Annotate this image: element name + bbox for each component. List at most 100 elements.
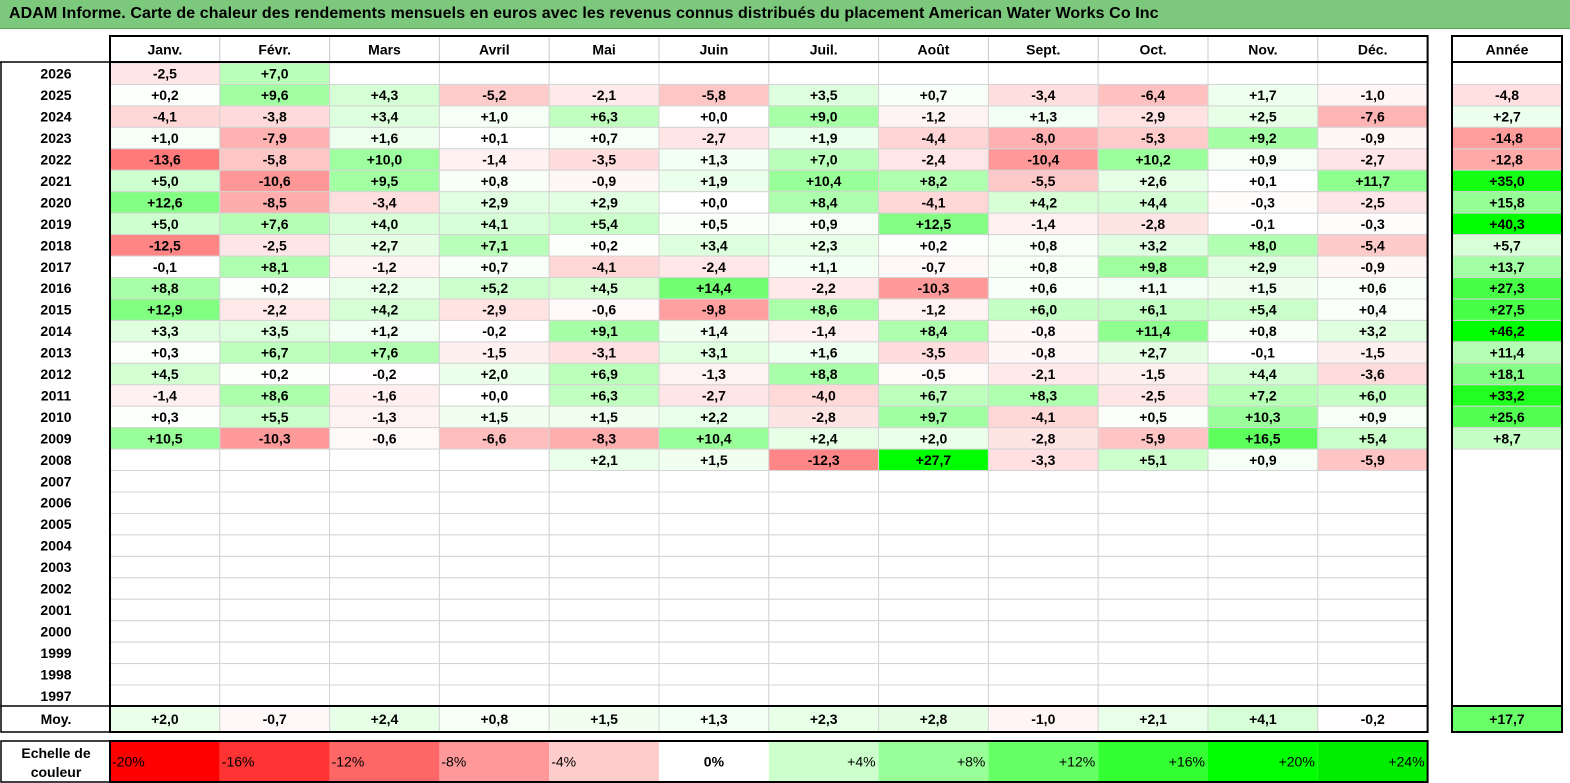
year-total-value: -4,8	[1495, 87, 1519, 103]
heatmap-cell	[1317, 555, 1429, 579]
scale-swatch	[1317, 741, 1428, 782]
average-value: +2,4	[371, 711, 399, 727]
year-label: 2022	[40, 152, 71, 168]
heatmap-cell	[109, 684, 221, 707]
heatmap-cell	[438, 534, 550, 557]
cell-value: +3,4	[371, 109, 399, 125]
cell-value: -0,1	[153, 259, 177, 275]
heatmap-cell	[658, 684, 770, 707]
cell-value: -10,3	[918, 280, 950, 296]
cell-value: -1,3	[372, 409, 396, 425]
heatmap-cell	[1097, 684, 1209, 707]
average-label-box	[0, 705, 111, 733]
heatmap-cell	[438, 620, 550, 643]
heatmap-cell	[438, 598, 550, 622]
heatmap-cell	[109, 641, 221, 665]
cell-value: +5,4	[1359, 430, 1387, 446]
heatmap-cell	[329, 663, 440, 686]
heatmap-cell	[878, 641, 989, 665]
heatmap-cell	[658, 577, 770, 600]
cell-value: -2,1	[592, 87, 616, 103]
scale-stop-label: -4%	[551, 754, 576, 770]
cell-value: -10,3	[259, 430, 291, 446]
average-cell	[768, 705, 880, 733]
year-total-value: +25,6	[1489, 409, 1525, 425]
heatmap-cell	[1207, 555, 1319, 579]
cell-value: +3,5	[810, 87, 838, 103]
cell-value: -3,3	[1031, 452, 1055, 468]
heatmap-cell	[1317, 598, 1429, 622]
scale-stop-label: 0%	[704, 754, 725, 770]
cell-value: -4,0	[812, 387, 836, 403]
cell-value: +5,2	[480, 280, 508, 296]
heatmap-cell	[329, 470, 440, 493]
cell-value: +1,0	[480, 109, 508, 125]
heatmap-cell	[1097, 62, 1209, 85]
cell-value: +0,2	[590, 237, 618, 253]
scale-stop-label: +4%	[847, 754, 875, 770]
year-label: 2011	[41, 387, 72, 403]
heatmap-cell	[658, 534, 770, 557]
cell-value: -1,2	[372, 259, 396, 275]
cell-value: +7,0	[261, 66, 289, 82]
cell-value: +27,7	[916, 452, 952, 468]
heatmap-cell	[1097, 534, 1209, 557]
cell-value: -2,8	[1031, 430, 1055, 446]
cell-value: +7,6	[371, 345, 399, 361]
cell-value: +6,9	[590, 366, 618, 382]
cell-value: -2,5	[1361, 194, 1385, 210]
average-value: +0,8	[480, 711, 508, 727]
year-total-value: -14,8	[1491, 130, 1523, 146]
heatmap-cell	[548, 577, 660, 600]
cell-value: +5,5	[261, 409, 289, 425]
heatmap-cell	[1207, 512, 1319, 536]
heatmap-cell	[109, 663, 221, 686]
cell-value: +1,6	[810, 345, 838, 361]
heatmap-cell	[1207, 663, 1319, 686]
cell-value: +1,3	[1029, 109, 1057, 125]
heatmap-cell	[1207, 684, 1319, 707]
cell-value: +6,0	[1359, 387, 1387, 403]
year-label: 2003	[40, 559, 71, 575]
year-label: 2012	[40, 366, 71, 382]
cell-value: +12,5	[916, 216, 952, 232]
heatmap-cell	[548, 641, 660, 665]
year-label: 2005	[40, 516, 71, 532]
heatmap-cell	[219, 555, 331, 579]
cell-value: +5,0	[151, 216, 179, 232]
cell-value: +10,4	[696, 430, 732, 446]
cell-value: +4,5	[590, 280, 618, 296]
month-header: Janv.	[148, 42, 183, 58]
heatmap-cell	[109, 470, 221, 493]
average-value: -1,0	[1031, 711, 1055, 727]
cell-value: -5,5	[1031, 173, 1055, 189]
cell-value: +7,1	[480, 237, 508, 253]
cell-value: +7,0	[810, 152, 838, 168]
cell-value: -0,5	[921, 366, 945, 382]
cell-value: +0,9	[1359, 409, 1387, 425]
heatmap-cell	[329, 491, 440, 514]
heatmap-cell	[109, 491, 221, 514]
cell-value: -3,5	[592, 152, 616, 168]
heatmap-cell	[878, 470, 989, 493]
average-value: +2,3	[810, 711, 838, 727]
heatmap-cell	[109, 512, 221, 536]
heatmap-cell	[438, 577, 550, 600]
heatmap-cell	[768, 491, 880, 514]
cell-value: -2,7	[1361, 152, 1385, 168]
cell-value: -3,6	[1361, 366, 1385, 382]
average-label: Moy.	[41, 711, 72, 727]
average-row-border	[109, 705, 1429, 733]
cell-value: +9,6	[261, 87, 289, 103]
heatmap-cell	[1207, 577, 1319, 600]
heatmap-cell	[329, 555, 440, 579]
heatmap-cell	[1207, 62, 1319, 85]
heatmap-cell	[1317, 620, 1429, 643]
cell-value: +0,2	[261, 366, 289, 382]
heatmap-cell	[1097, 577, 1209, 600]
year-label: 2026	[40, 66, 71, 82]
cell-value: +1,9	[810, 130, 838, 146]
cell-value: -1,5	[1361, 345, 1385, 361]
month-header: Mars	[368, 42, 401, 58]
cell-value: -4,4	[921, 130, 945, 146]
